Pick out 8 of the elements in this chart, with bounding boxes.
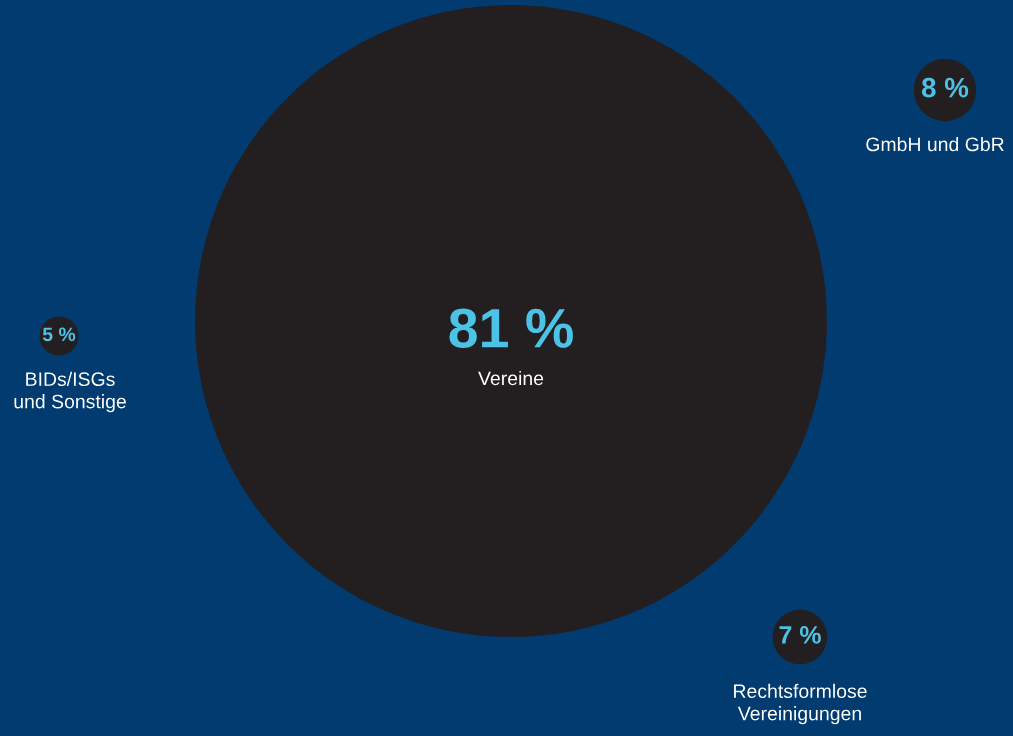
data-label: 7 % — [779, 626, 821, 644]
category-label: GmbH und GbR — [866, 136, 1004, 152]
category-label: BIDs/ISGs und Sonstige — [14, 371, 126, 413]
category-label: Rechtsformlose Vereinigungen — [734, 683, 867, 725]
data-label: 8 % — [921, 77, 969, 98]
data-label: 81 % — [449, 308, 573, 348]
data-label: 5 % — [42, 327, 76, 342]
category-label: Vereine — [478, 370, 544, 386]
